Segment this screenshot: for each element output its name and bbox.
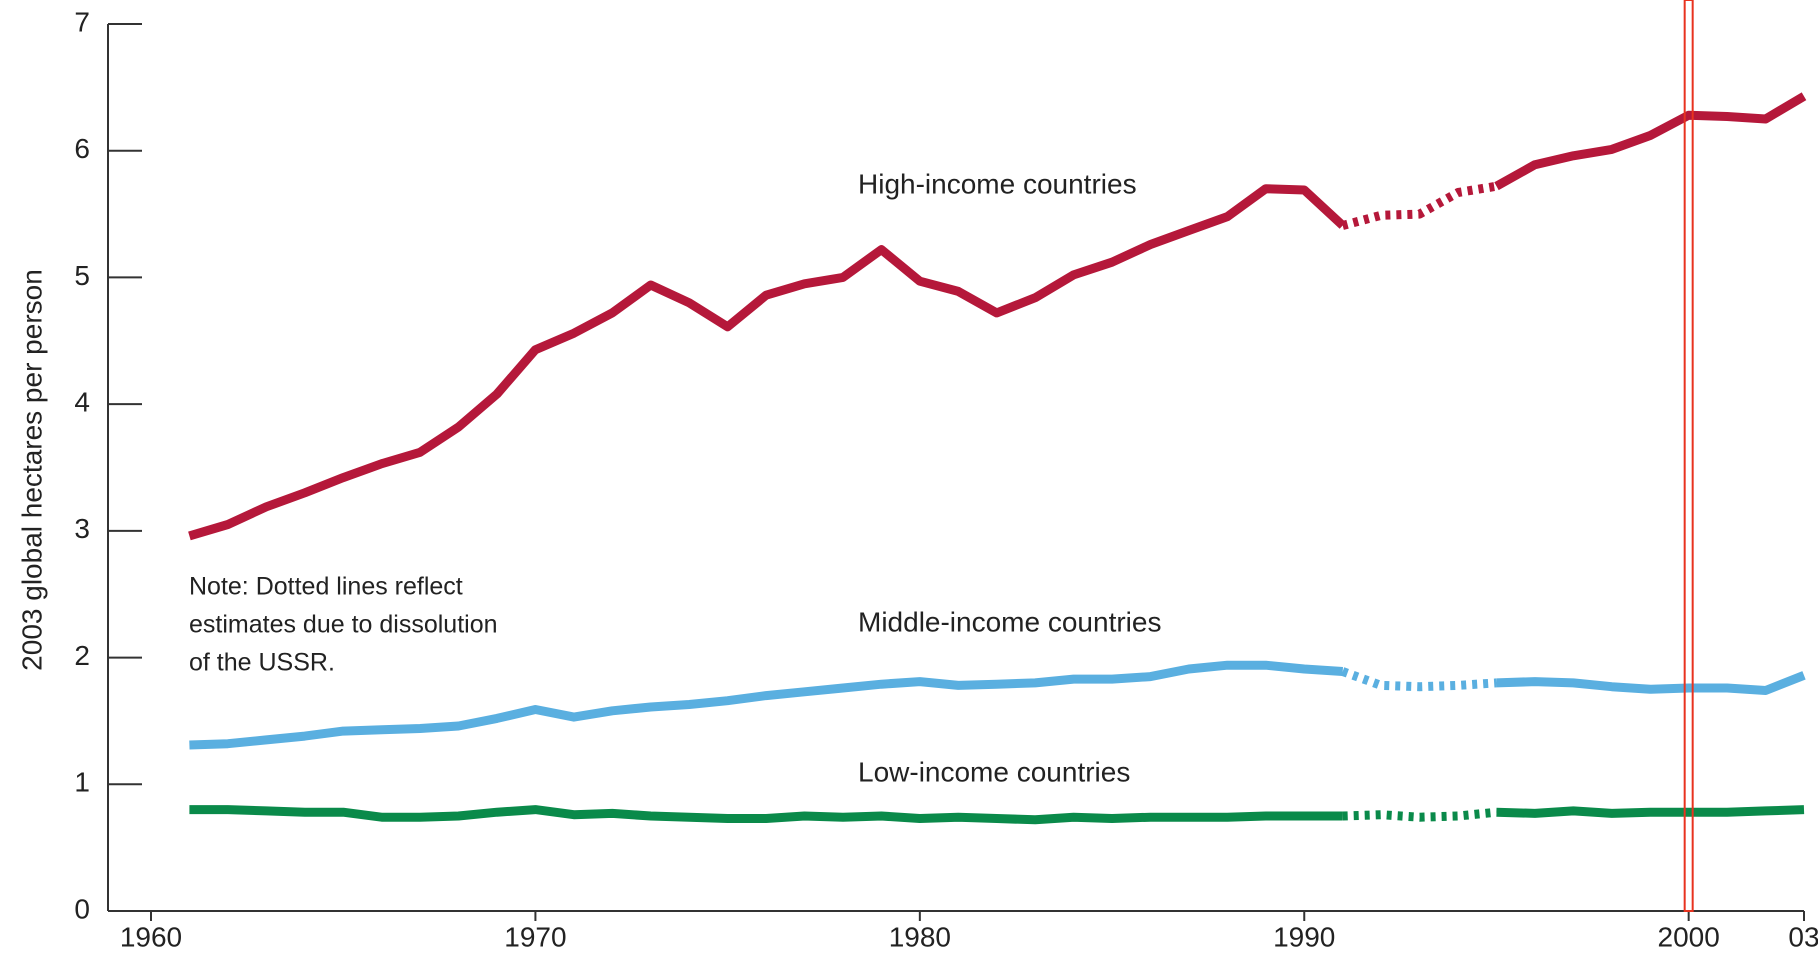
series-label: Middle-income countries bbox=[858, 606, 1161, 637]
series-line bbox=[189, 805, 1343, 825]
note: of the USSR. bbox=[189, 649, 335, 677]
y-tick-label: 6 bbox=[74, 133, 90, 164]
series-line bbox=[1341, 181, 1498, 230]
y-tick-label: 5 bbox=[74, 260, 90, 291]
series-line bbox=[1342, 807, 1497, 822]
x-tick-label: 03 bbox=[1788, 921, 1818, 952]
y-tick-label: 0 bbox=[74, 893, 90, 924]
y-tick-label: 7 bbox=[74, 6, 90, 37]
x-tick-label: 1980 bbox=[889, 921, 951, 952]
note: Note: Dotted lines reflect bbox=[189, 573, 463, 601]
x-tick-label: 2000 bbox=[1658, 921, 1720, 952]
series-line bbox=[1496, 805, 1805, 818]
y-tick-label: 1 bbox=[74, 767, 90, 798]
note: estimates due to dissolution bbox=[189, 611, 498, 639]
y-axis-label: 2003 global hectares per person bbox=[16, 269, 47, 671]
y-tick-label: 3 bbox=[74, 513, 90, 544]
series-line bbox=[1341, 667, 1497, 692]
x-tick-label: 1960 bbox=[120, 921, 182, 952]
marker-line bbox=[1683, 0, 1694, 912]
series-line bbox=[1496, 671, 1806, 695]
series-line bbox=[1494, 92, 1807, 191]
series-label: High-income countries bbox=[858, 168, 1137, 199]
y-tick-label: 4 bbox=[74, 387, 90, 418]
y-tick-label: 2 bbox=[74, 640, 90, 671]
series-line bbox=[189, 660, 1343, 750]
series-label: Low-income countries bbox=[858, 756, 1130, 787]
series-line bbox=[188, 184, 1346, 541]
x-tick-label: 1970 bbox=[504, 921, 566, 952]
x-tick-label: 1990 bbox=[1273, 921, 1335, 952]
